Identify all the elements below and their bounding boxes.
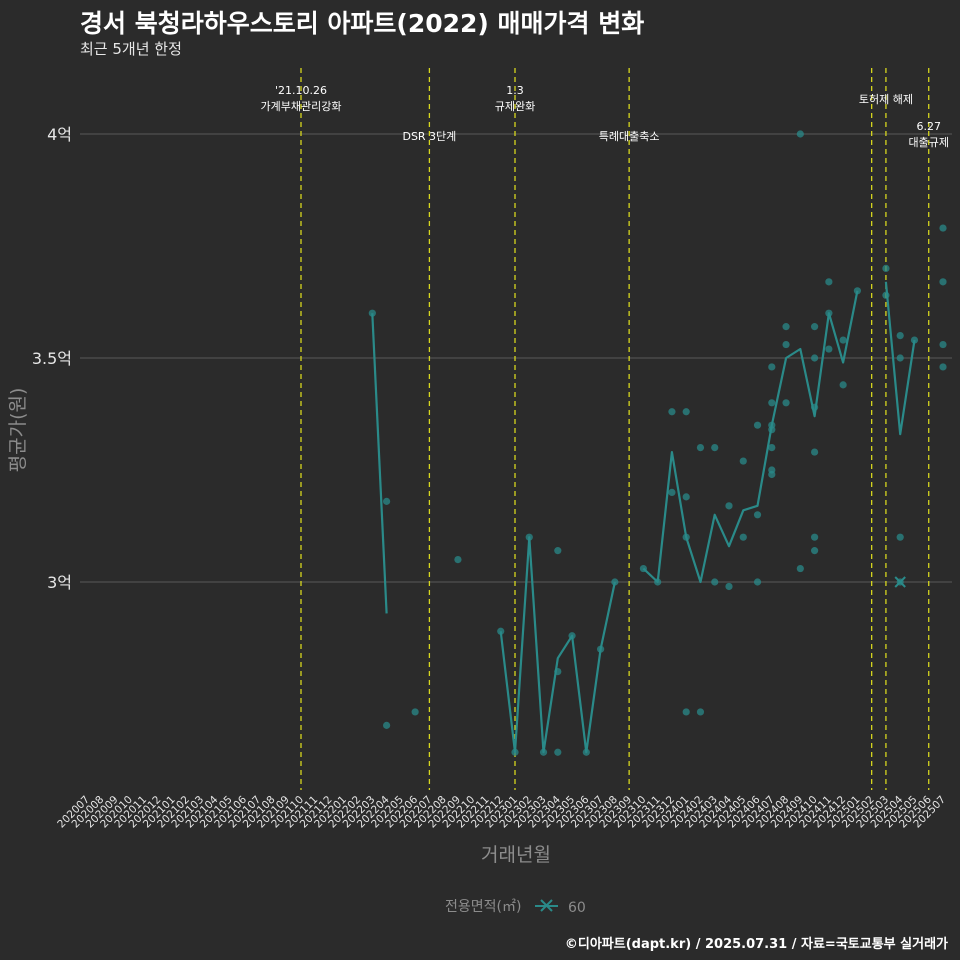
data-point (896, 332, 904, 340)
data-point (725, 582, 733, 591)
data-point (554, 668, 562, 676)
data-point (497, 627, 505, 635)
data-point (711, 578, 719, 586)
data-point (753, 578, 762, 586)
data-point (539, 748, 548, 756)
data-point (839, 381, 847, 389)
legend-title: 전용면적(㎡) (445, 899, 521, 915)
data-point (882, 264, 890, 272)
event-label: '21.10.26 (275, 84, 327, 97)
data-point (782, 340, 790, 349)
legend-cross-marker (540, 899, 553, 912)
data-point (739, 533, 747, 541)
data-point (682, 408, 690, 416)
data-point (668, 408, 676, 416)
event-label: 6.27 (916, 120, 941, 133)
data-point (525, 533, 533, 541)
data-point (768, 363, 776, 371)
data-point (811, 354, 819, 362)
data-point (654, 578, 662, 586)
source-caption: ©디아파트(dapt.kr) / 2025.07.31 / 자료=국토교통부 실… (564, 937, 948, 952)
data-point (853, 287, 862, 295)
data-point (939, 278, 947, 286)
data-point (739, 457, 747, 465)
data-point (782, 323, 790, 331)
data-point (796, 130, 804, 138)
data-point (910, 336, 919, 344)
data-point (568, 632, 576, 640)
data-point (811, 533, 819, 541)
data-point (825, 345, 833, 353)
y-axis-title: 평균가(원) (7, 388, 29, 473)
event-label: 규제완화 (495, 100, 535, 113)
data-point (768, 444, 776, 452)
data-point (825, 278, 833, 286)
legend-entry-label: 60 (568, 900, 586, 916)
data-point (811, 448, 819, 456)
data-point (796, 564, 804, 573)
series-line (884, 281, 916, 436)
data-point (753, 421, 762, 429)
event-label: 가계부채관리강화 (261, 100, 342, 113)
data-point (554, 547, 562, 555)
x-axis-title: 거래년월 (481, 844, 551, 866)
data-point (782, 399, 790, 407)
chart-title: 경서 북청라하우스토리 아파트(2022) 매매가격 변화 (80, 9, 645, 38)
y-tick-label: 3억 (47, 573, 72, 592)
data-point (896, 354, 904, 362)
series-line (499, 536, 616, 754)
event-label: 대출규제 (908, 136, 948, 149)
chart-subtitle: 최근 5개년 한정 (80, 40, 182, 58)
series-line (371, 313, 388, 614)
data-point (554, 748, 562, 756)
data-point (383, 497, 391, 505)
data-point (811, 403, 819, 411)
data-point (939, 224, 947, 232)
data-point (811, 323, 819, 331)
data-point (811, 547, 819, 555)
y-tick-label: 4억 (47, 125, 72, 144)
data-point (682, 533, 690, 541)
data-point (768, 426, 776, 434)
data-point (839, 336, 847, 344)
data-point (682, 493, 690, 501)
data-point (696, 444, 705, 452)
data-point (768, 399, 776, 407)
data-point (383, 721, 391, 729)
event-label: 특례대출축소 (599, 130, 660, 143)
data-point (454, 556, 462, 564)
data-point (639, 564, 648, 573)
data-point (725, 502, 733, 510)
data-point (896, 533, 904, 541)
data-point (882, 291, 890, 299)
data-point (768, 470, 776, 479)
data-point (696, 708, 705, 716)
data-point (597, 645, 605, 653)
data-point (711, 444, 719, 452)
data-point (411, 708, 419, 716)
data-point (511, 748, 519, 756)
event-label: 토허제 해제 (859, 92, 913, 106)
data-point (611, 578, 619, 586)
data-point (939, 340, 947, 349)
data-point (939, 363, 947, 371)
data-point (682, 708, 690, 716)
event-label: DSR 3단계 (402, 130, 456, 143)
data-point (668, 488, 676, 496)
data-point (825, 309, 833, 317)
event-label: 1.3 (506, 84, 524, 97)
data-point (753, 511, 762, 519)
data-point (368, 309, 376, 317)
cross-marker (894, 576, 906, 588)
y-tick-label: 3.5억 (32, 349, 72, 368)
series-line (642, 290, 859, 584)
data-point (582, 748, 590, 756)
